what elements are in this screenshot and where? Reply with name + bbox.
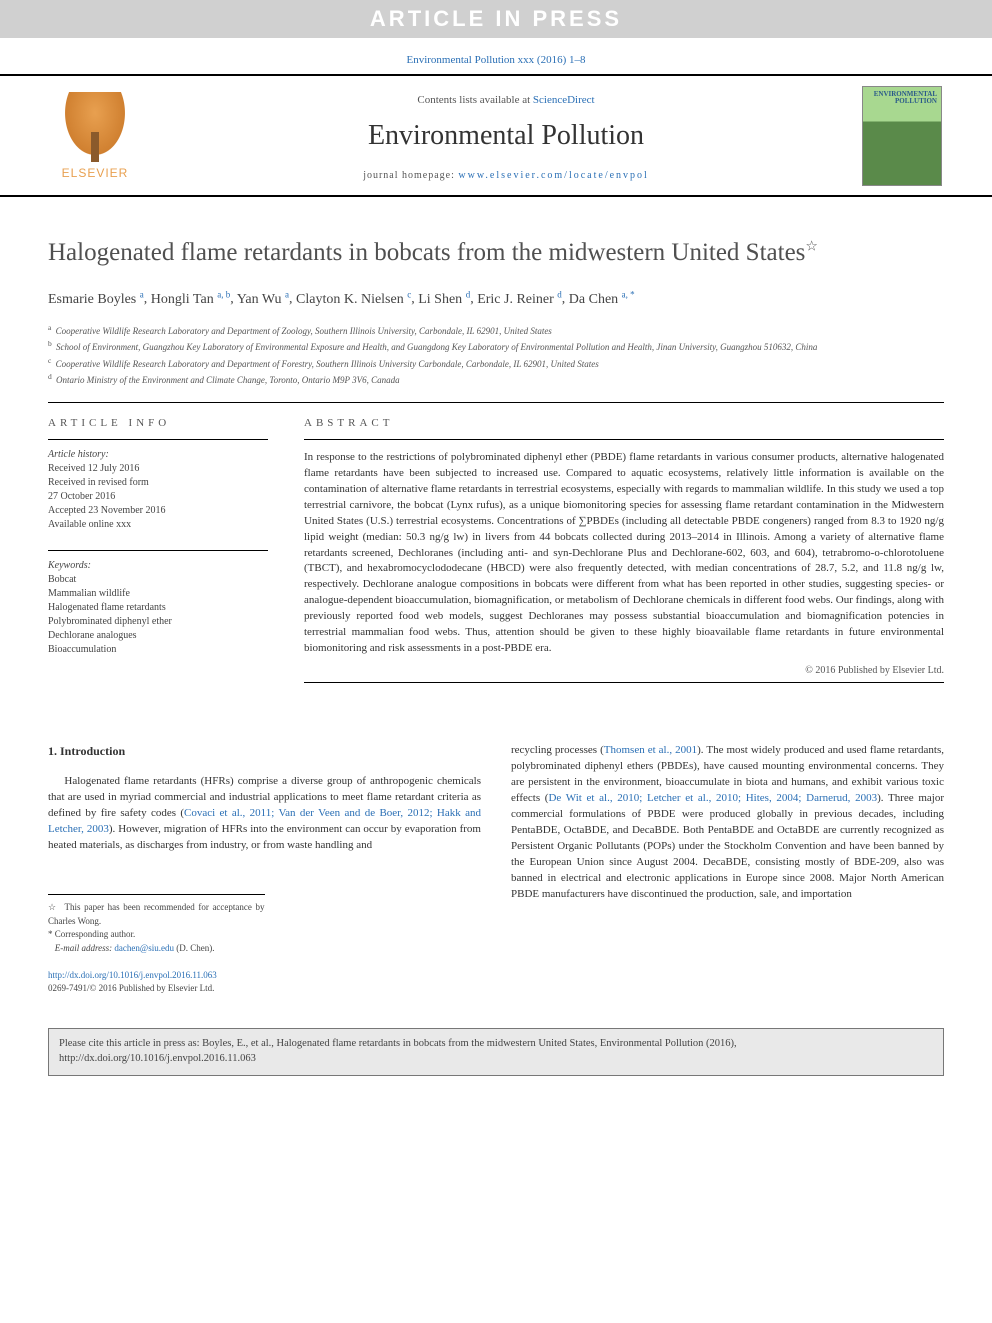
- citation-box: Please cite this article in press as: Bo…: [48, 1028, 944, 1075]
- contents-line: Contents lists available at ScienceDirec…: [150, 94, 862, 106]
- elsevier-tree-icon: [60, 92, 130, 162]
- intro-para-left: Halogenated flame retardants (HFRs) comp…: [48, 774, 481, 854]
- press-banner: ARTICLE IN PRESS: [0, 0, 992, 38]
- citation[interactable]: De Wit et al., 2010; Letcher et al., 201…: [548, 792, 877, 804]
- cover-title-text: ENVIRONMENTAL POLLUTION: [863, 91, 937, 105]
- author-aff-link[interactable]: a, b: [217, 289, 230, 299]
- info-divider: [48, 439, 268, 440]
- title-text: Halogenated flame retardants in bobcats …: [48, 239, 805, 266]
- top-citation-link[interactable]: Environmental Pollution xxx (2016) 1–8: [406, 54, 585, 66]
- keyword: Dechlorane analogues: [48, 629, 268, 643]
- history-line: Received in revised form: [48, 476, 268, 490]
- footnotes: ☆ This paper has been recommended for ac…: [48, 894, 265, 955]
- sciencedirect-link[interactable]: ScienceDirect: [533, 94, 595, 106]
- history-line: Accepted 23 November 2016: [48, 504, 268, 518]
- footnote-corr-text: Corresponding author.: [55, 929, 136, 939]
- affiliation-line: c Cooperative Wildlife Research Laborato…: [48, 355, 944, 372]
- history-line: Available online xxx: [48, 518, 268, 532]
- elsevier-logo[interactable]: ELSEVIER: [48, 83, 143, 188]
- history-block: Article history: Received 12 July 2016Re…: [48, 448, 268, 532]
- doi-link[interactable]: http://dx.doi.org/10.1016/j.envpol.2016.…: [48, 970, 217, 980]
- keyword: Polybrominated diphenyl ether: [48, 615, 268, 629]
- abstract-bottom-divント: [304, 682, 944, 683]
- author-aff-link[interactable]: a, *: [622, 289, 635, 299]
- abstract-column: ABSTRACT In response to the restrictions…: [304, 417, 944, 697]
- intro-para-right: recycling processes (Thomsen et al., 200…: [511, 743, 944, 902]
- affiliation-line: b School of Environment, Guangzhou Key L…: [48, 338, 944, 355]
- footnote-star: ☆ This paper has been recommended for ac…: [48, 901, 265, 928]
- abstract-copyright: © 2016 Published by Elsevier Ltd.: [304, 665, 944, 676]
- author: Clayton K. Nielsen c: [296, 292, 411, 307]
- author-aff-link[interactable]: d: [466, 289, 471, 299]
- abstract-text: In response to the restrictions of polyb…: [304, 450, 944, 657]
- top-citation: Environmental Pollution xxx (2016) 1–8: [0, 38, 992, 74]
- keywords-label: Keywords:: [48, 559, 268, 573]
- elsevier-logo-text: ELSEVIER: [62, 166, 129, 180]
- keywords-block: Keywords: BobcatMammalian wildlifeHaloge…: [48, 559, 268, 657]
- body-column-left: 1. Introduction Halogenated flame retard…: [48, 743, 481, 994]
- info-abstract-row: ARTICLE INFO Article history: Received 1…: [48, 417, 944, 697]
- keyword: Bobcat: [48, 573, 268, 587]
- homepage-prefix: journal homepage:: [363, 170, 458, 181]
- citation[interactable]: Covaci et al., 2011; Van der Veen and de…: [48, 807, 481, 835]
- abstract-divider: [304, 439, 944, 440]
- author-aff-link[interactable]: a: [140, 289, 144, 299]
- citation[interactable]: Thomsen et al., 2001: [604, 744, 697, 756]
- article-title: Halogenated flame retardants in bobcats …: [48, 237, 944, 268]
- history-line: 27 October 2016: [48, 490, 268, 504]
- history-label: Article history:: [48, 448, 268, 462]
- journal-cover-block: ENVIRONMENTAL POLLUTION: [862, 86, 952, 186]
- affiliations: a Cooperative Wildlife Research Laborato…: [48, 322, 944, 388]
- author: Esmarie Boyles a: [48, 292, 144, 307]
- footnote-email: E-mail address: dachen@siu.edu (D. Chen)…: [48, 942, 265, 956]
- author: Yan Wu a: [237, 292, 289, 307]
- homepage-line: journal homepage: www.elsevier.com/locat…: [150, 170, 862, 181]
- journal-name: Environmental Pollution: [150, 120, 862, 152]
- author-aff-link[interactable]: d: [557, 289, 562, 299]
- author: Li Shen d: [418, 292, 470, 307]
- homepage-link[interactable]: www.elsevier.com/locate/envpol: [458, 170, 648, 181]
- journal-header: ELSEVIER Contents lists available at Sci…: [0, 74, 992, 197]
- info-divider: [48, 550, 268, 551]
- affiliation-line: a Cooperative Wildlife Research Laborato…: [48, 322, 944, 339]
- author: Da Chen a, *: [569, 292, 635, 307]
- body-column-right: recycling processes (Thomsen et al., 200…: [511, 743, 944, 994]
- title-footnote-marker: ☆: [805, 240, 818, 255]
- doi-block: http://dx.doi.org/10.1016/j.envpol.2016.…: [48, 969, 481, 994]
- keyword: Mammalian wildlife: [48, 587, 268, 601]
- footnote-star-text: This paper has been recommended for acce…: [48, 902, 264, 926]
- author: Eric J. Reiner d: [477, 292, 562, 307]
- issn-line: 0269-7491/© 2016 Published by Elsevier L…: [48, 983, 214, 993]
- publisher-logo-block: ELSEVIER: [40, 83, 150, 188]
- article-info-column: ARTICLE INFO Article history: Received 1…: [48, 417, 268, 697]
- author: Hongli Tan a, b: [151, 292, 230, 307]
- email-name: (D. Chen).: [176, 943, 214, 953]
- divider: [48, 402, 944, 403]
- article-info-head: ARTICLE INFO: [48, 417, 268, 429]
- journal-cover-thumb[interactable]: ENVIRONMENTAL POLLUTION: [862, 86, 942, 186]
- contents-prefix: Contents lists available at: [417, 94, 532, 106]
- abstract-head: ABSTRACT: [304, 417, 944, 429]
- body-columns: 1. Introduction Halogenated flame retard…: [48, 743, 944, 994]
- history-line: Received 12 July 2016: [48, 462, 268, 476]
- authors-line: Esmarie Boyles a, Hongli Tan a, b, Yan W…: [48, 288, 944, 310]
- keyword: Bioaccumulation: [48, 643, 268, 657]
- author-aff-link[interactable]: c: [407, 289, 411, 299]
- author-aff-link[interactable]: a: [285, 289, 289, 299]
- intro-heading: 1. Introduction: [48, 743, 481, 760]
- footnote-corresponding: * Corresponding author.: [48, 928, 265, 942]
- header-center: Contents lists available at ScienceDirec…: [150, 76, 862, 195]
- corresponding-email[interactable]: dachen@siu.edu: [114, 943, 174, 953]
- email-label: E-mail address:: [55, 943, 112, 953]
- keyword: Halogenated flame retardants: [48, 601, 268, 615]
- article-body: Halogenated flame retardants in bobcats …: [0, 197, 992, 1014]
- affiliation-line: d Ontario Ministry of the Environment an…: [48, 371, 944, 388]
